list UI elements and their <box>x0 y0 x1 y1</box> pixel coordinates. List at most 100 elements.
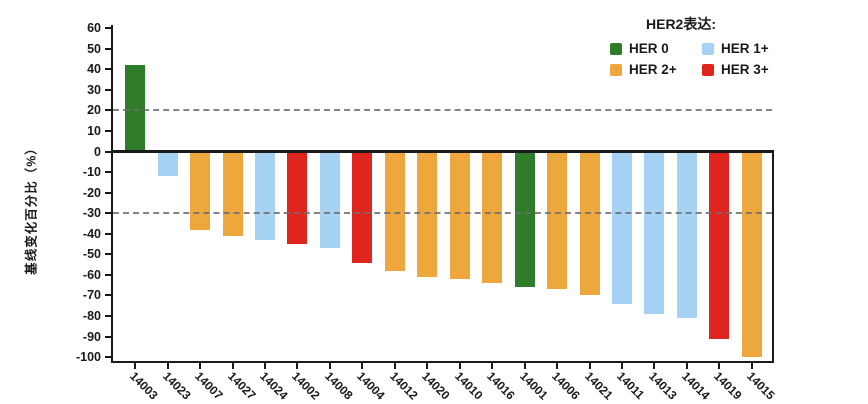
x-tick-mark <box>458 362 461 369</box>
legend-item-her-1plus: HER 1+ <box>702 41 769 56</box>
bar-14021 <box>579 151 600 296</box>
x-tick-label: 14011 <box>614 369 648 403</box>
y-tick-label: -60 <box>82 267 101 282</box>
y-tick-label: -30 <box>82 206 101 221</box>
x-tick-mark <box>296 362 299 369</box>
x-tick-label: 14014 <box>678 369 713 403</box>
x-tick-mark <box>264 362 266 369</box>
x-tick-label: 14010 <box>451 369 486 403</box>
y-tick-label: 40 <box>87 62 101 77</box>
bar-14004 <box>352 151 373 263</box>
x-tick-label: 14012 <box>386 369 421 403</box>
bar-14015 <box>741 151 762 358</box>
bar-14027 <box>222 151 243 236</box>
x-tick-label: 14008 <box>321 369 356 403</box>
legend-grid: HER 0 HER 1+ HER 2+ HER 3+ <box>610 41 769 77</box>
x-tick-label: 14004 <box>354 369 388 403</box>
bar-14007 <box>190 151 211 230</box>
y-tick-mark <box>105 335 112 338</box>
y-tick-label: -70 <box>82 288 101 303</box>
bar-14023 <box>157 151 178 177</box>
y-tick-label: -80 <box>82 309 101 324</box>
x-tick-label: 14003 <box>127 369 161 403</box>
bar-14003 <box>125 65 146 152</box>
y-tick-label: 30 <box>87 82 101 97</box>
bar-14019 <box>709 151 730 339</box>
x-tick-mark <box>556 362 559 369</box>
x-axis-line <box>111 361 774 363</box>
x-tick-mark <box>718 362 721 369</box>
x-tick-mark <box>750 362 753 369</box>
legend-item-her-0: HER 0 <box>610 41 698 56</box>
y-tick-mark <box>105 27 112 30</box>
legend-swatch-icon <box>610 42 622 55</box>
y-tick-label: -50 <box>82 247 101 262</box>
x-tick-mark <box>393 362 396 369</box>
bar-14002 <box>287 151 308 245</box>
y-tick-mark <box>105 294 112 297</box>
x-tick-mark <box>166 362 169 369</box>
legend-item-label: HER 1+ <box>721 41 769 56</box>
legend-swatch-icon <box>610 63 622 76</box>
zero-baseline <box>111 150 774 153</box>
legend: HER2表达: HER 0 HER 1+ HER 2+ HER 3+ <box>610 14 769 77</box>
y-tick-mark <box>105 212 112 215</box>
bar-14010 <box>449 151 470 280</box>
legend-title: HER2表达: <box>646 16 717 32</box>
y-tick-label: -100 <box>75 350 101 365</box>
x-tick-label: 14021 <box>581 369 616 403</box>
y-tick-label: 50 <box>87 41 101 56</box>
x-tick-mark <box>328 362 331 369</box>
bar-14001 <box>514 151 535 288</box>
x-tick-mark <box>620 362 623 369</box>
x-tick-mark <box>426 362 429 369</box>
dashed-reference-line <box>113 212 772 215</box>
y-tick-mark <box>105 129 112 132</box>
y-tick-mark <box>105 273 112 276</box>
legend-item-label: HER 2+ <box>629 62 677 77</box>
x-tick-label: 14001 <box>516 369 551 403</box>
x-tick-mark <box>653 362 656 369</box>
x-tick-mark <box>361 362 364 369</box>
x-tick-label: 14015 <box>743 369 778 403</box>
y-tick-label: 60 <box>87 21 101 36</box>
y-tick-label: -10 <box>82 165 101 180</box>
y-tick-label: 20 <box>87 103 101 118</box>
y-tick-mark <box>105 191 112 194</box>
y-tick-mark <box>105 171 112 174</box>
y-tick-mark <box>105 68 112 71</box>
legend-item-her-2plus: HER 2+ <box>610 62 698 77</box>
y-axis-line <box>111 25 113 363</box>
x-tick-label: 14024 <box>257 369 291 403</box>
x-tick-mark <box>588 362 591 369</box>
legend-item-label: HER 3+ <box>721 62 769 77</box>
x-tick-mark <box>523 362 526 369</box>
y-tick-mark <box>105 47 112 50</box>
bar-14011 <box>611 151 632 304</box>
y-tick-mark <box>105 315 112 318</box>
x-tick-label: 14023 <box>159 369 194 403</box>
legend-item-label: HER 0 <box>629 41 669 56</box>
right-axis-line <box>772 150 774 363</box>
legend-swatch-icon <box>702 63 714 76</box>
x-tick-mark <box>134 362 137 369</box>
y-tick-mark <box>105 232 112 235</box>
y-tick-label: -40 <box>82 226 101 241</box>
x-tick-mark <box>231 362 234 369</box>
bar-14013 <box>644 151 665 314</box>
bar-14012 <box>384 151 405 271</box>
x-tick-mark <box>685 362 688 369</box>
y-tick-mark <box>105 253 112 256</box>
bar-14014 <box>676 151 697 319</box>
y-tick-mark <box>105 150 112 153</box>
y-tick-label: 10 <box>87 123 101 138</box>
x-tick-label: 14002 <box>289 369 324 403</box>
x-tick-mark <box>199 362 202 369</box>
bar-14020 <box>417 151 438 277</box>
x-tick-label: 14013 <box>646 369 680 403</box>
legend-item-her-3plus: HER 3+ <box>702 62 769 77</box>
x-tick-mark <box>491 362 494 369</box>
x-tick-label: 14020 <box>419 369 453 403</box>
